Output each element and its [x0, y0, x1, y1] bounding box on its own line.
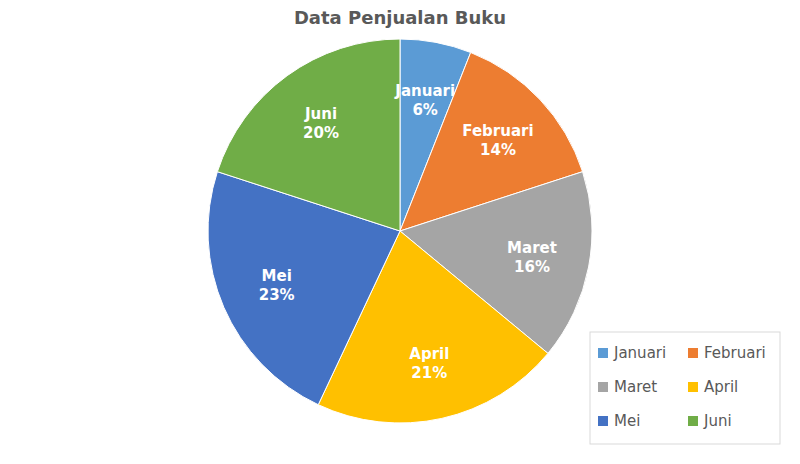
data-label-value: 6% — [412, 101, 437, 119]
legend-label: Januari — [613, 344, 666, 362]
chart: Data Penjualan BukuJanuari6%Februari14%M… — [0, 0, 800, 464]
legend-swatch — [688, 348, 698, 358]
data-label: Juni20% — [303, 105, 339, 142]
data-label: Mei23% — [259, 267, 295, 304]
legend-label: April — [704, 378, 738, 396]
data-label-category: Mei — [262, 267, 292, 285]
legend-label: Mei — [614, 412, 640, 430]
pie-slice — [217, 39, 400, 231]
legend-swatch — [598, 382, 608, 392]
legend-box — [590, 332, 780, 444]
data-label: Februari14% — [462, 122, 533, 159]
legend-label: Februari — [704, 344, 766, 362]
legend-swatch — [598, 348, 608, 358]
data-label: Januari6% — [394, 82, 455, 119]
data-label-value: 20% — [303, 124, 339, 142]
data-label: April21% — [409, 345, 449, 382]
data-label: Maret16% — [507, 239, 557, 276]
pie — [208, 39, 592, 423]
data-label-value: 23% — [259, 286, 295, 304]
data-label-category: Februari — [462, 122, 533, 140]
legend-swatch — [688, 416, 698, 426]
legend-label: Juni — [703, 412, 732, 430]
data-label-category: April — [409, 345, 449, 363]
data-label-category: Januari — [394, 82, 455, 100]
legend-swatch — [598, 416, 608, 426]
data-label-value: 21% — [411, 364, 447, 382]
legend: Januari Februari Maret April Mei Juni — [590, 332, 780, 444]
legend-label: Maret — [614, 378, 657, 396]
data-label-value: 16% — [514, 258, 550, 276]
data-label-value: 14% — [480, 141, 516, 159]
data-label-category: Maret — [507, 239, 557, 257]
chart-title: Data Penjualan Buku — [294, 7, 506, 28]
data-labels: Januari6%Februari14%Maret16%April21%Mei2… — [259, 82, 557, 382]
data-label-category: Juni — [304, 105, 337, 123]
legend-swatch — [688, 382, 698, 392]
